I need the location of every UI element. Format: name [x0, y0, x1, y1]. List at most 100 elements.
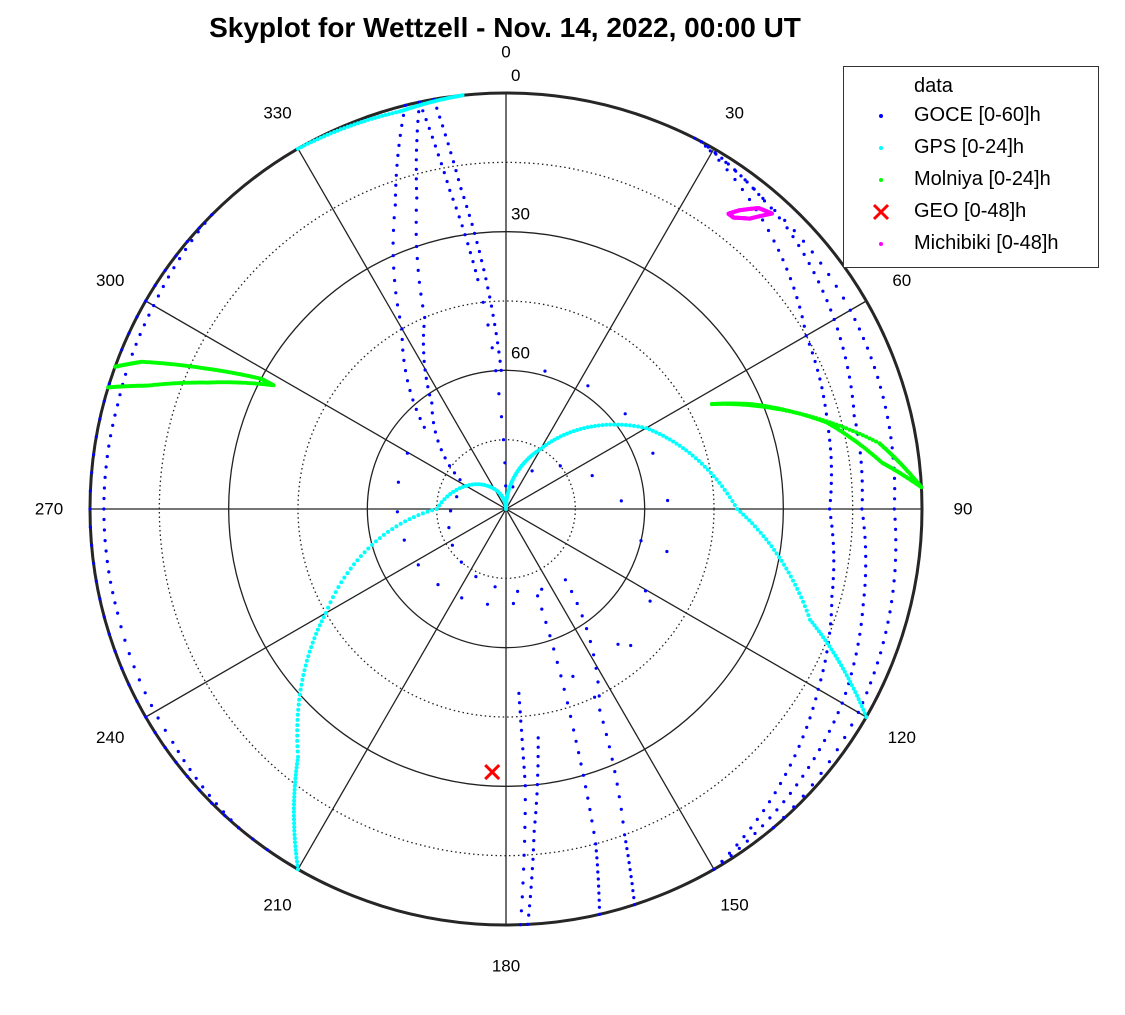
data-point	[811, 706, 815, 711]
data-point	[795, 586, 800, 591]
data-point	[886, 415, 890, 419]
data-point	[633, 903, 637, 907]
data-point	[105, 454, 109, 459]
data-point	[417, 100, 422, 104]
legend-entry: GPS [0-24]h	[844, 133, 1098, 163]
data-point	[621, 820, 625, 824]
data-point	[795, 783, 799, 787]
data-point	[460, 596, 464, 600]
azimuth-tick-label: 120	[888, 728, 916, 747]
data-point	[325, 132, 330, 137]
data-point	[421, 304, 425, 308]
data-point	[422, 425, 426, 429]
data-point	[301, 673, 306, 677]
data-point	[772, 239, 776, 243]
data-point	[597, 905, 602, 909]
data-point	[292, 825, 297, 829]
data-point	[841, 296, 846, 300]
azimuth-tick-label: 180	[492, 957, 520, 976]
data-point	[518, 923, 523, 927]
data-point	[130, 352, 134, 356]
data-point	[451, 197, 455, 201]
data-point	[306, 654, 311, 659]
data-point	[127, 683, 131, 687]
data-point	[102, 399, 106, 403]
data-point	[740, 187, 745, 192]
data-point	[753, 831, 757, 836]
data-point	[579, 762, 583, 766]
data-point	[401, 348, 405, 352]
data-point	[414, 232, 418, 236]
data-point	[416, 563, 420, 567]
data-point	[519, 728, 524, 732]
data-point	[102, 507, 106, 511]
data-point	[296, 702, 301, 707]
data-point	[831, 541, 835, 546]
data-point	[143, 691, 147, 695]
data-point	[832, 559, 836, 563]
data-point	[434, 507, 439, 511]
data-point	[401, 113, 406, 117]
data-point	[791, 235, 795, 239]
data-point	[349, 123, 354, 128]
data-point	[503, 461, 507, 465]
elevation-tick-label: 0	[511, 66, 520, 85]
data-point	[864, 564, 868, 568]
data-point	[103, 475, 107, 479]
data-point	[890, 446, 894, 450]
data-point	[801, 599, 806, 604]
data-point	[532, 839, 536, 843]
data-point	[782, 815, 786, 820]
data-point	[295, 717, 300, 722]
data-point	[738, 509, 743, 514]
data-point	[856, 710, 860, 715]
data-point	[793, 754, 797, 758]
data-point	[522, 765, 526, 769]
data-point	[120, 348, 124, 352]
data-point	[462, 195, 466, 200]
data-point	[185, 774, 189, 779]
azimuth-tick-label: 30	[725, 104, 744, 123]
data-point	[713, 151, 717, 155]
data-point	[594, 849, 598, 853]
data-point	[223, 814, 227, 818]
data-point	[615, 782, 619, 786]
data-point	[309, 645, 314, 650]
data-point	[480, 259, 484, 263]
data-point	[102, 615, 106, 619]
data-point	[426, 385, 430, 389]
data-point	[300, 677, 305, 682]
data-point	[460, 224, 464, 228]
data-point	[860, 498, 864, 502]
data-point	[708, 149, 712, 153]
data-point	[496, 341, 500, 345]
data-point	[433, 430, 437, 434]
data-point	[436, 153, 440, 157]
legend-label: Molniya [0-24]h	[914, 168, 1051, 190]
data-point	[476, 278, 480, 282]
data-point	[604, 732, 609, 737]
data-point	[156, 294, 160, 298]
data-point	[107, 444, 111, 448]
data-point	[769, 206, 773, 210]
data-point	[430, 135, 434, 139]
data-point	[847, 427, 852, 432]
data-point	[786, 570, 791, 575]
data-point	[430, 411, 434, 415]
data-point	[843, 735, 847, 740]
data-point	[359, 120, 364, 125]
data-point	[504, 484, 508, 488]
data-point	[411, 398, 415, 402]
data-point	[762, 809, 766, 813]
data-point	[369, 116, 374, 121]
data-point	[864, 554, 868, 559]
data-point	[482, 268, 486, 272]
data-point	[888, 610, 892, 614]
data-point	[816, 368, 820, 372]
data-point	[797, 744, 801, 749]
data-point	[265, 848, 269, 852]
series-0	[88, 97, 898, 927]
data-point	[804, 608, 809, 613]
data-point	[773, 208, 777, 213]
data-point	[109, 580, 113, 584]
